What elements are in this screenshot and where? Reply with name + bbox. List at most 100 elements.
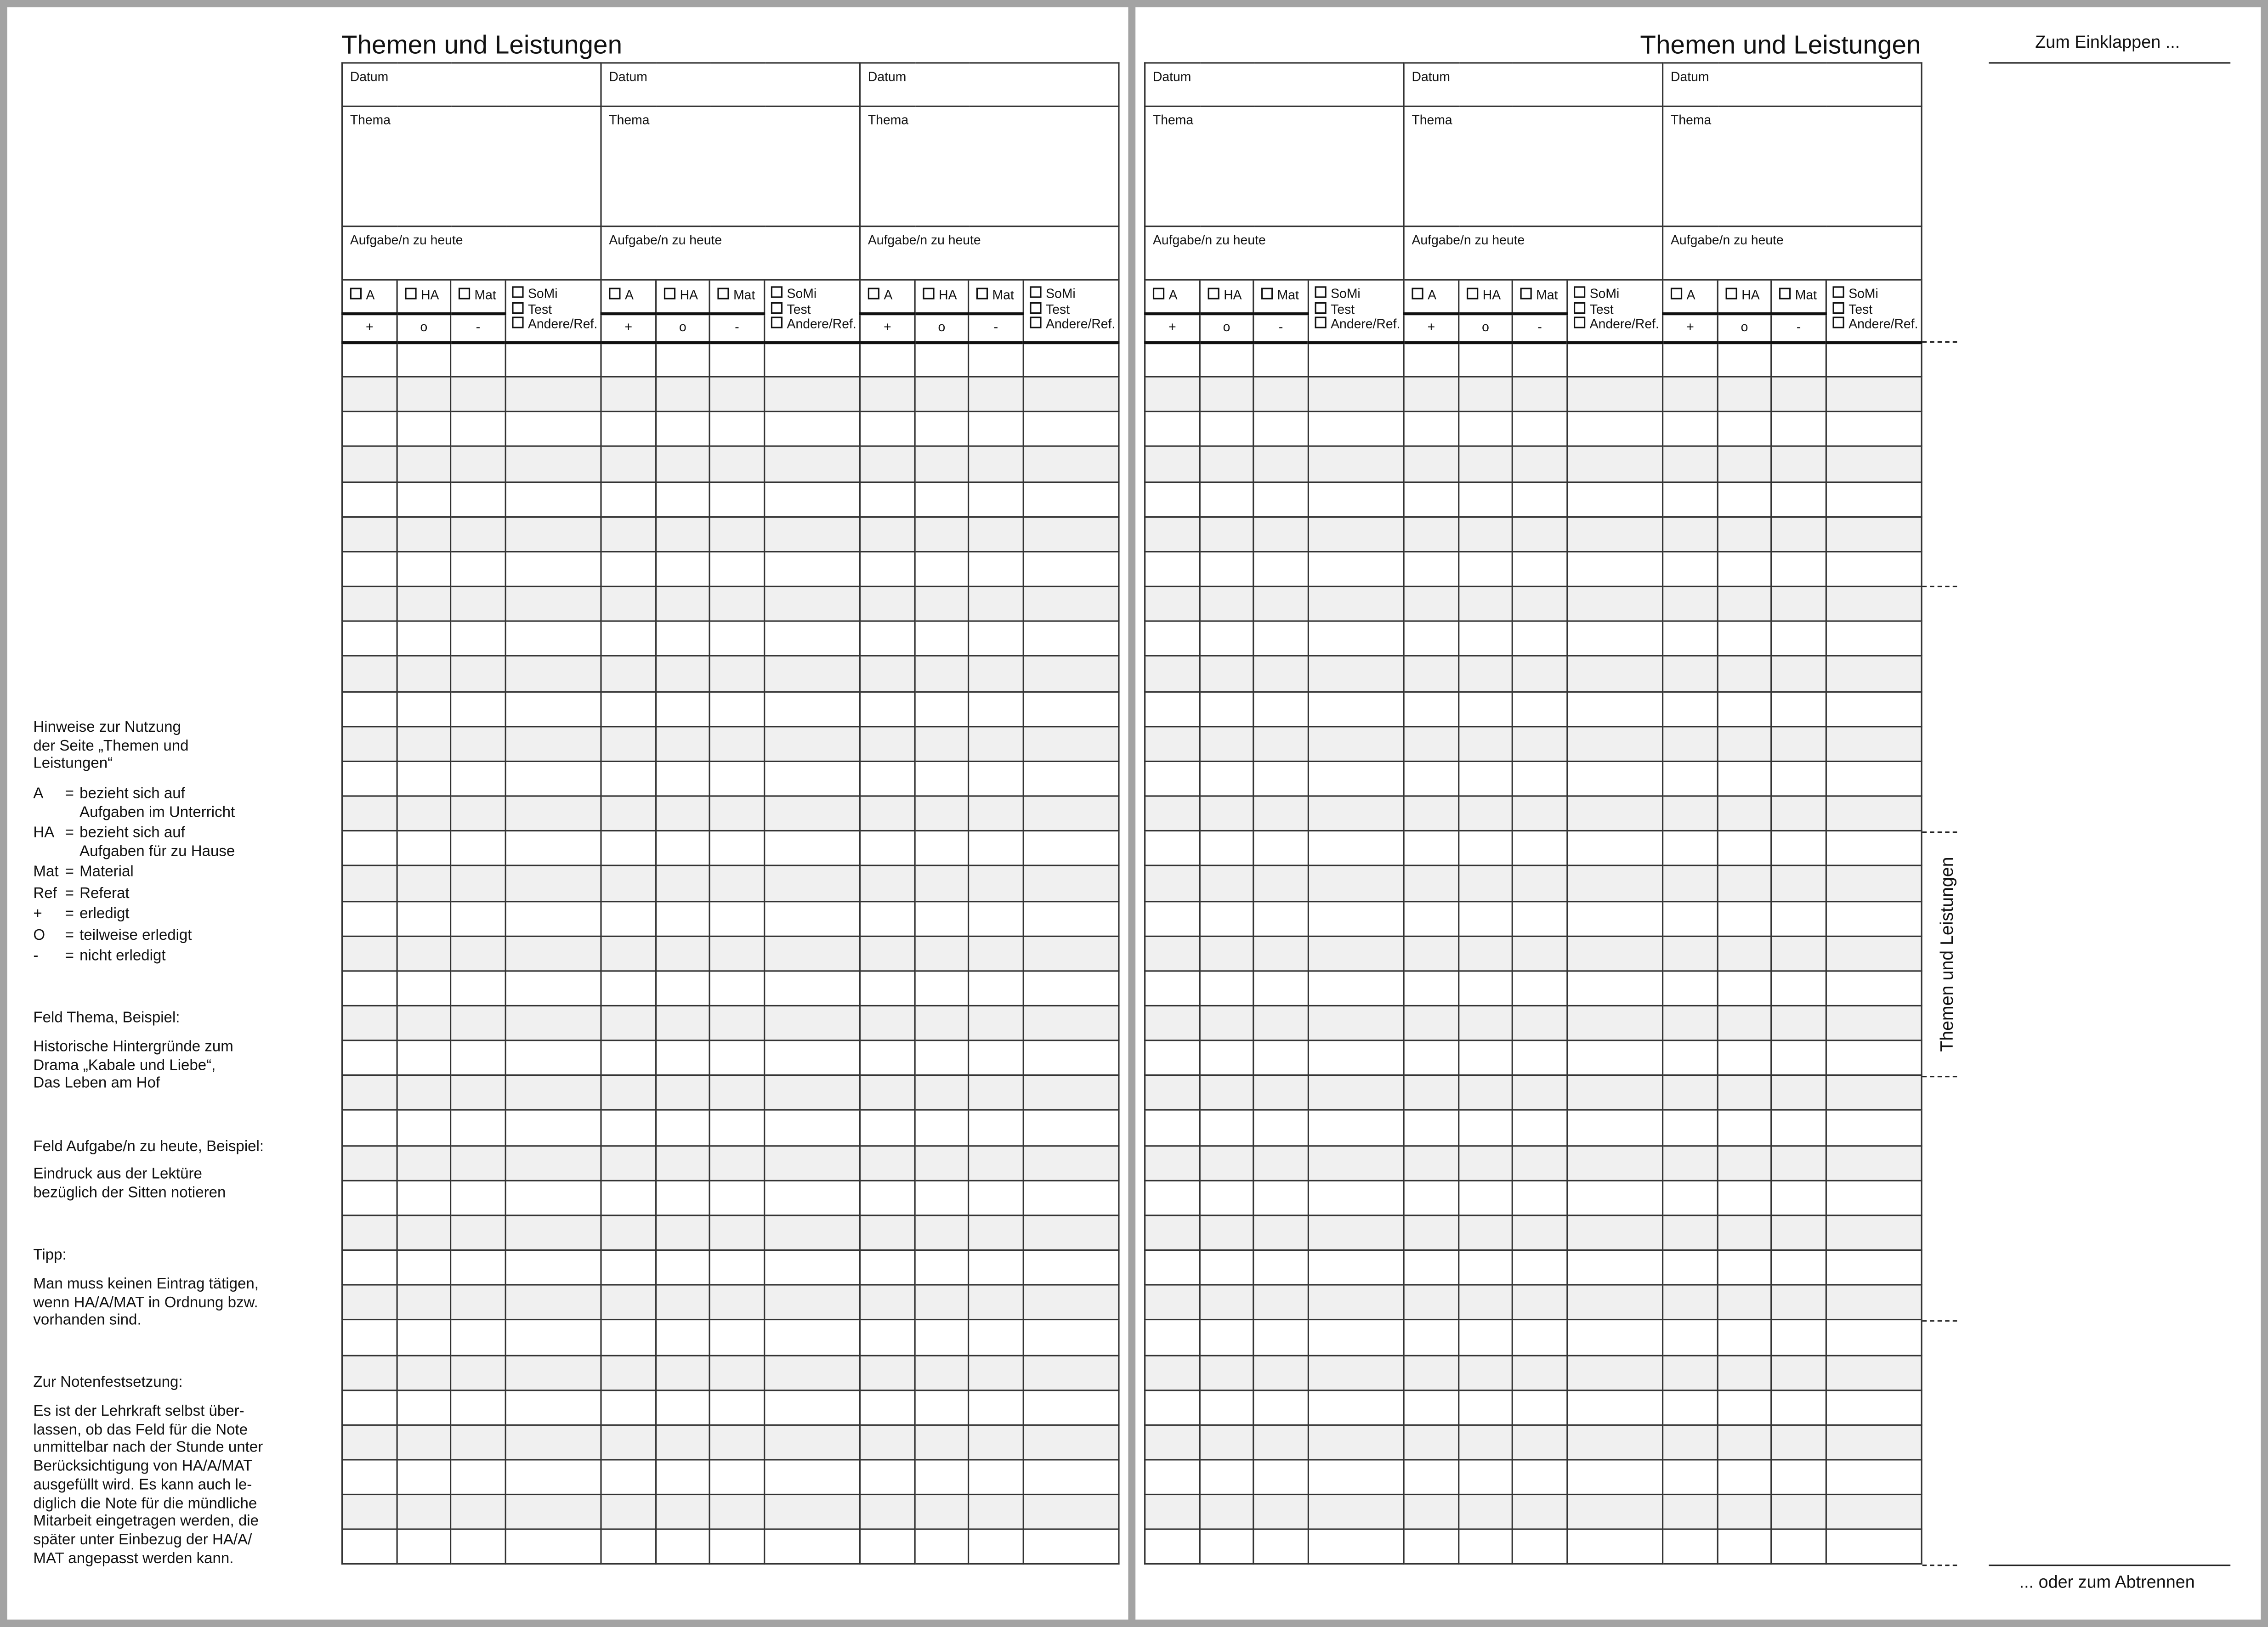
entry-cell[interactable] — [1253, 725, 1309, 762]
entry-cell[interactable] — [1458, 1459, 1513, 1496]
entry-cell[interactable] — [341, 1144, 398, 1181]
entry-cell[interactable] — [1825, 621, 1922, 657]
check-a[interactable]: A — [1403, 279, 1460, 315]
entry-cell[interactable] — [968, 1389, 1024, 1426]
checkbox-icon[interactable] — [717, 288, 729, 299]
entry-cell[interactable] — [600, 1179, 657, 1216]
entry-cell[interactable] — [396, 1039, 452, 1077]
entry-cell[interactable] — [505, 1494, 602, 1531]
entry-cell[interactable] — [396, 760, 452, 797]
entry-cell[interactable] — [1511, 621, 1568, 657]
entry-cell[interactable] — [1307, 341, 1405, 378]
checkbox-icon[interactable] — [512, 286, 524, 298]
entry-cell[interactable] — [1662, 795, 1718, 832]
entry-cell[interactable] — [1770, 865, 1827, 902]
entry-cell[interactable] — [1458, 1109, 1513, 1147]
entry-cell[interactable] — [1717, 1354, 1772, 1391]
entry-cell[interactable] — [1307, 1179, 1405, 1216]
entry-cell[interactable] — [968, 551, 1024, 588]
entry-cell[interactable] — [1770, 1284, 1827, 1321]
checkbox-icon[interactable] — [1315, 286, 1327, 298]
entry-cell[interactable] — [600, 1039, 657, 1077]
entry-cell[interactable] — [1511, 725, 1568, 762]
entry-cell[interactable] — [655, 690, 710, 727]
entry-cell[interactable] — [1770, 551, 1827, 588]
entry-cell[interactable] — [1022, 900, 1120, 937]
entry-cell[interactable] — [600, 1144, 657, 1181]
entry-cell[interactable] — [600, 725, 657, 762]
entry-cell[interactable] — [968, 865, 1024, 902]
entry-cell[interactable] — [1662, 1215, 1718, 1251]
entry-cell[interactable] — [1662, 1074, 1718, 1112]
checkbox-icon[interactable] — [405, 288, 417, 299]
entry-cell[interactable] — [600, 900, 657, 937]
entry-cell[interactable] — [1403, 1249, 1460, 1286]
checkbox-icon[interactable] — [1574, 316, 1586, 328]
entry-cell[interactable] — [1307, 586, 1405, 622]
entry-cell[interactable] — [968, 1284, 1024, 1321]
entry-cell[interactable] — [1566, 725, 1664, 762]
entry-cell[interactable] — [341, 1459, 398, 1496]
entry-cell[interactable] — [1307, 1109, 1405, 1147]
checkbox-icon[interactable] — [1030, 286, 1042, 298]
entry-cell[interactable] — [450, 1494, 506, 1531]
entry-cell[interactable] — [1253, 1249, 1309, 1286]
entry-cell[interactable] — [396, 655, 452, 692]
entry-cell[interactable] — [1199, 900, 1254, 937]
entry-cell[interactable] — [1511, 760, 1568, 797]
entry-cell[interactable] — [914, 1039, 970, 1077]
entry-cell[interactable] — [1403, 516, 1460, 553]
entry-cell[interactable] — [1022, 1354, 1120, 1391]
entry-cell[interactable] — [859, 481, 916, 518]
entry-cell[interactable] — [1566, 1144, 1664, 1181]
entry-cell[interactable] — [1566, 1494, 1664, 1531]
entry-cell[interactable] — [1662, 1249, 1718, 1286]
entry-cell[interactable] — [341, 1179, 398, 1216]
entry-cell[interactable] — [1717, 376, 1772, 413]
entry-cell[interactable] — [1199, 1074, 1254, 1112]
entry-cell[interactable] — [914, 795, 970, 832]
check-andereref[interactable]: Andere/Ref. — [1574, 316, 1661, 332]
entry-cell[interactable] — [1825, 586, 1922, 622]
entry-cell[interactable] — [1253, 376, 1309, 413]
entry-cell[interactable] — [859, 341, 916, 378]
entry-cell[interactable] — [1511, 1039, 1568, 1077]
entry-cell[interactable] — [655, 586, 710, 622]
checkbox-icon[interactable] — [1152, 288, 1165, 299]
checkbox-icon[interactable] — [1574, 286, 1586, 298]
entry-cell[interactable] — [341, 376, 398, 413]
entry-cell[interactable] — [1253, 586, 1309, 622]
entry-cell[interactable] — [1144, 1424, 1201, 1461]
entry-cell[interactable] — [1566, 795, 1664, 832]
entry-cell[interactable] — [1458, 690, 1513, 727]
entry-cell[interactable] — [1770, 341, 1827, 378]
entry-cell[interactable] — [1199, 1389, 1254, 1426]
entry-cell[interactable] — [1022, 1424, 1120, 1461]
entry-cell[interactable] — [1662, 481, 1718, 518]
entry-cell[interactable] — [859, 1144, 916, 1181]
entry-cell[interactable] — [1458, 1424, 1513, 1461]
entry-cell[interactable] — [396, 865, 452, 902]
checkbox-icon[interactable] — [1832, 316, 1844, 328]
entry-cell[interactable] — [1403, 935, 1460, 972]
entry-cell[interactable] — [914, 621, 970, 657]
entry-cell[interactable] — [1458, 1354, 1513, 1391]
entry-cell[interactable] — [450, 865, 506, 902]
entry-cell[interactable] — [1511, 586, 1568, 622]
entry-cell[interactable] — [505, 1389, 602, 1426]
entry-cell[interactable] — [1770, 1109, 1827, 1147]
entry-cell[interactable] — [450, 1179, 506, 1216]
entry-cell[interactable] — [1511, 1179, 1568, 1216]
entry-cell[interactable] — [968, 1319, 1024, 1356]
entry-cell[interactable] — [1253, 446, 1309, 483]
entry-cell[interactable] — [1825, 830, 1922, 867]
entry-cell[interactable] — [1144, 551, 1201, 588]
entry-cell[interactable] — [1403, 970, 1460, 1006]
entry-cell[interactable] — [1253, 1459, 1309, 1496]
entry-cell[interactable] — [1662, 1529, 1718, 1565]
entry-cell[interactable] — [396, 551, 452, 588]
entry-cell[interactable] — [341, 621, 398, 657]
entry-cell[interactable] — [1662, 586, 1718, 622]
entry-cell[interactable] — [1511, 516, 1568, 553]
entry-cell[interactable] — [655, 411, 710, 448]
